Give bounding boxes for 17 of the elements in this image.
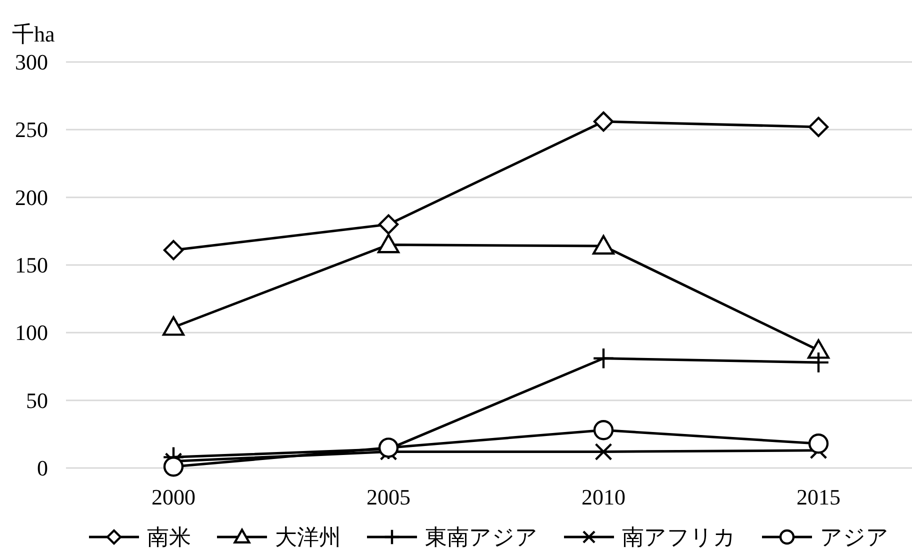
legend-label: 南アフリカ bbox=[622, 524, 736, 550]
ytick: 0 bbox=[37, 456, 48, 480]
xtick: 2005 bbox=[366, 484, 410, 510]
xtick: 2015 bbox=[796, 484, 840, 510]
ytick: 200 bbox=[15, 184, 48, 210]
ytick: 100 bbox=[15, 320, 48, 346]
legend-label: アジア bbox=[820, 524, 889, 550]
legend-label: 南米 bbox=[147, 524, 191, 550]
xtick: 2010 bbox=[582, 484, 626, 510]
ylabel: 千ha bbox=[12, 22, 55, 46]
legend-label: 大洋州 bbox=[275, 524, 341, 550]
ytick: 50 bbox=[26, 388, 48, 413]
ytick: 300 bbox=[15, 50, 48, 74]
xtick: 2000 bbox=[152, 484, 196, 510]
legend-label: 東南アジア bbox=[425, 524, 538, 550]
ytick: 250 bbox=[15, 117, 48, 142]
ytick: 150 bbox=[15, 252, 48, 278]
